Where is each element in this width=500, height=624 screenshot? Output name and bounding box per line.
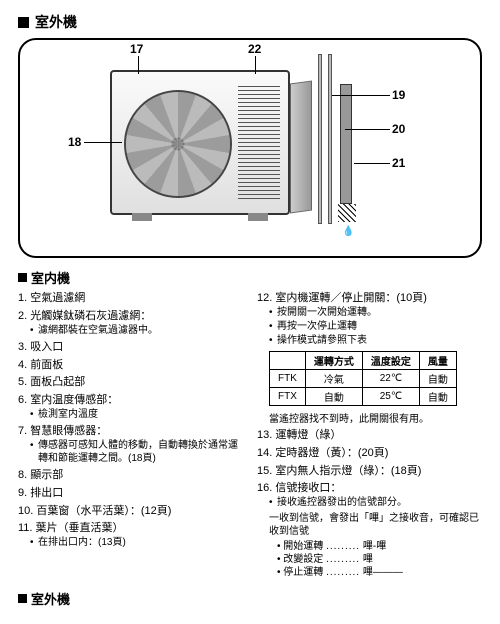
drain-hatch — [338, 204, 356, 222]
sub-item: 再按一次停止運轉 — [269, 320, 482, 333]
outdoor-title-text: 室外機 — [35, 12, 77, 32]
callout-17: 17 — [130, 42, 143, 56]
pipe — [318, 54, 322, 224]
outdoor-section-title: 室外機 — [18, 12, 482, 32]
list-item: 3. 吸入口 — [18, 340, 243, 355]
callout-22: 22 — [248, 42, 261, 56]
callout-19: 19 — [392, 88, 405, 102]
content-columns: 1. 空氣過濾網 2. 光觸媒鈦磷石灰過濾網： 濾網都裝在空氣過濾器中。 3. … — [18, 291, 482, 579]
list-item: 11. 葉片（垂直活葉） 在排出口内：(13頁) — [18, 521, 243, 549]
sub-item: 傳感器可感知人體的移動，自動轉換於通常運轉和節能運轉之間。(18頁) — [30, 439, 243, 465]
list-item: 16. 信號接收口： 接收遙控器發出的信號部分。 — [257, 481, 482, 509]
drip-icon: 💧 — [342, 226, 354, 237]
signal-row: • 改變設定 ......... 嗶 — [257, 553, 482, 566]
table-row: FTK冷氣22℃自動 — [270, 369, 457, 387]
foot-right — [248, 213, 268, 221]
sub-item: 接收遙控器發出的信號部分。 — [269, 496, 482, 509]
grille-icon — [238, 86, 280, 199]
leader — [138, 56, 139, 74]
outdoor-diagram: 💧 17 22 18 19 20 21 — [18, 38, 482, 258]
callout-21: 21 — [392, 156, 405, 170]
leader — [84, 142, 122, 143]
pipe — [328, 54, 332, 224]
list-item: 12. 室内機運轉／停止開關：(10頁) 按開關一次開始運轉。 再按一次停止運轉… — [257, 291, 482, 347]
left-column: 1. 空氣過濾網 2. 光觸媒鈦磷石灰過濾網： 濾網都裝在空氣過濾器中。 3. … — [18, 291, 243, 579]
pipes: 💧 — [318, 54, 378, 244]
sub-item: 操作模式請參照下表 — [269, 334, 482, 347]
square-icon — [18, 17, 29, 28]
sub-item: 濾網都裝在空氣過濾器中。 — [30, 324, 243, 337]
list-item: 14. 定時器燈（黃）：(20頁) — [257, 446, 482, 461]
leader — [255, 56, 256, 74]
list-item: 8. 顯示部 — [18, 468, 243, 483]
list-item: 4. 前面板 — [18, 358, 243, 373]
pipe-wide — [340, 84, 352, 204]
list-item: 7. 智慧眼傳感器： 傳感器可感知人體的移動，自動轉換於通常運轉和節能運轉之間。… — [18, 424, 243, 465]
indoor-section-title: 室内機 — [18, 268, 482, 287]
table-row: 運轉方式溫度設定風量 — [270, 351, 457, 369]
leader — [345, 129, 390, 130]
square-icon — [18, 594, 27, 603]
list-item: 2. 光觸媒鈦磷石灰過濾網： 濾網都裝在空氣過濾器中。 — [18, 309, 243, 337]
footer-section-title: 室外機 — [18, 589, 482, 608]
fan-icon — [124, 90, 232, 198]
callout-18: 18 — [68, 135, 81, 149]
signal-row: • 開始運轉 ......... 嗶-嗶 — [257, 540, 482, 553]
signal-row: • 停止運轉 ......... 嗶——— — [257, 566, 482, 579]
sub-item: 檢測室内溫度 — [30, 408, 243, 421]
list-item: 10. 百葉窗（水平活葉）：(12頁) — [18, 504, 243, 519]
sub-item: 在排出口内：(13頁) — [30, 536, 243, 549]
callout-20: 20 — [392, 122, 405, 136]
sub-item: 按開關一次開始運轉。 — [269, 306, 482, 319]
right-column: 12. 室内機運轉／停止開關：(10頁) 按開關一次開始運轉。 再按一次停止運轉… — [257, 291, 482, 579]
mode-table: 運轉方式溫度設定風量 FTK冷氣22℃自動 FTX自動25℃自動 — [269, 351, 457, 406]
side-panel — [290, 80, 312, 213]
leader — [332, 95, 390, 96]
leader — [354, 163, 390, 164]
list-item: 15. 室内無人指示燈（綠）：(18頁) — [257, 464, 482, 479]
indoor-title-text: 室内機 — [31, 268, 70, 287]
list-item: 9. 排出口 — [18, 486, 243, 501]
list-item: 13. 運轉燈（綠） — [257, 428, 482, 443]
foot-left — [132, 213, 152, 221]
table-row: FTX自動25℃自動 — [270, 387, 457, 405]
footer-title-text: 室外機 — [31, 589, 70, 608]
list-item: 6. 室内温度傳感部： 檢測室内溫度 — [18, 393, 243, 421]
signal-note: 一收到信號，會發出「嗶」之接收音，可確認已收到信號 — [257, 512, 482, 538]
outdoor-unit-body — [110, 70, 290, 215]
table-note: 當遙控器找不到時，此開關很有用。 — [257, 410, 482, 425]
list-item: 5. 面板凸起部 — [18, 375, 243, 390]
list-item: 1. 空氣過濾網 — [18, 291, 243, 306]
square-icon — [18, 273, 27, 282]
